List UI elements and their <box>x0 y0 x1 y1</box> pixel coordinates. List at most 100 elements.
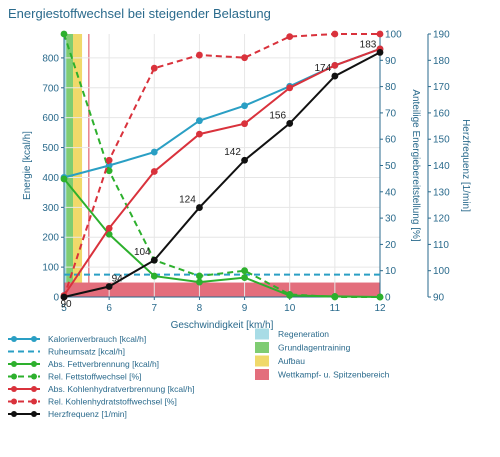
zone-0 <box>64 34 67 297</box>
hr-data-label: 142 <box>224 147 241 158</box>
y-right1-tick-label: 50 <box>385 161 397 172</box>
legend-zone-label: Grundlagentraining <box>278 343 351 353</box>
series-6-point <box>60 293 68 301</box>
series-3-point <box>286 290 294 298</box>
y-left-tick-label: 600 <box>42 113 59 124</box>
zone-3 <box>64 282 380 297</box>
zone-2 <box>73 34 83 297</box>
legend-zone-swatch <box>255 369 269 380</box>
y-left-tick-label: 400 <box>42 173 59 184</box>
legend-zone-item: Regeneration <box>255 328 329 340</box>
series-5-point <box>105 156 113 164</box>
series-line-5 <box>63 33 380 298</box>
zone-1 <box>66 34 74 297</box>
legend-zone-label: Wettkampf- u. Spitzenbereich <box>278 370 390 380</box>
legend-zone-label: Aufbau <box>278 356 305 366</box>
x-tick-label: 10 <box>284 303 296 314</box>
y-right2-tick-label: 160 <box>433 108 450 119</box>
legend-label: Abs. Fettverbrennung [kcal/h] <box>48 359 159 369</box>
y-right1-tick-label: 100 <box>385 30 402 41</box>
y-left-tick-label: 500 <box>42 143 59 154</box>
series-6-point <box>150 256 158 264</box>
y-right2-tick-label: 100 <box>433 266 450 277</box>
y-left-tick-label: 100 <box>42 263 59 274</box>
x-tick-label: 8 <box>197 303 203 314</box>
y-left-tick-label: 300 <box>42 203 59 214</box>
series-5-point <box>286 33 294 41</box>
y-right2-tick-label: 180 <box>433 56 450 67</box>
hr-data-label: 90 <box>60 299 72 310</box>
legend-marker <box>11 398 17 405</box>
series-5-point <box>150 64 158 72</box>
x-tick-label: 9 <box>242 303 248 314</box>
y-right1-axis-title: Anteilige Energiebereitstellung [%] <box>410 89 421 242</box>
x-axis-title: Geschwindigkeit [km/h] <box>171 320 274 331</box>
legend-marker <box>11 336 17 342</box>
y-left-tick-label: 200 <box>42 233 59 244</box>
legend-label: Abs. Kohlenhydratverbrennung [kcal/h] <box>48 384 194 394</box>
legend: Kalorienverbrauch [kcal/h] Ruheumsatz [kc… <box>8 328 390 419</box>
legend-zone-swatch <box>255 355 269 367</box>
y-right2-tick-label: 170 <box>433 82 450 93</box>
y-right2-tick-label: 110 <box>433 240 449 251</box>
legend-label: Ruheumsatz [kcal/h] <box>48 347 125 357</box>
series-3-point <box>376 293 384 301</box>
series-3-point <box>196 272 203 280</box>
series-5-point <box>331 30 339 38</box>
series-line-4 <box>63 47 381 297</box>
series-5-point <box>196 51 203 59</box>
x-tick-label: 6 <box>106 303 112 314</box>
legend-item: Herzfrequenz [1/min] <box>8 409 127 419</box>
series-0-point <box>241 102 248 110</box>
y-right1-tick-label: 70 <box>385 108 397 119</box>
legend-item: Rel. Kohlenhydratstoffwechsel [%] <box>8 397 177 407</box>
y-right1-tick-label: 0 <box>385 293 391 304</box>
x-tick-label: 7 <box>152 303 158 314</box>
legend-item: Kalorienverbrauch [kcal/h] <box>8 334 146 344</box>
legend-zone-item: Aufbau <box>255 355 305 367</box>
x-tick-label: 12 <box>374 303 386 314</box>
y-right1-tick-label: 20 <box>385 240 397 251</box>
x-tick-label: 5 <box>61 303 67 314</box>
legend-item: Rel. Fettstoffwechsel [%] <box>8 372 141 382</box>
series-5-point <box>376 30 384 38</box>
y-right2-tick-label: 150 <box>433 135 450 146</box>
y-right2-tick-label: 130 <box>433 187 450 198</box>
legend-item: Abs. Fettverbrennung [kcal/h] <box>8 359 159 369</box>
hr-data-label: 183 <box>360 39 377 50</box>
y-right2-axis-title: Herzfrequenz [1/min] <box>460 119 471 212</box>
legend-zone-swatch <box>255 328 269 340</box>
legend-marker <box>11 411 17 417</box>
legend-marker <box>31 398 37 405</box>
legend-marker <box>11 386 17 392</box>
legend-label: Kalorienverbrauch [kcal/h] <box>48 334 146 344</box>
y-right1-tick-label: 30 <box>385 214 397 225</box>
legend-zone-item: Grundlagentraining <box>255 342 351 353</box>
series-6-point <box>331 72 339 80</box>
series-5-point <box>241 54 248 62</box>
series-4-point <box>331 61 339 69</box>
series-line-6 <box>63 51 381 298</box>
legend-marker <box>31 361 37 367</box>
y-right2-tick-label: 190 <box>433 30 450 41</box>
hr-data-label: 124 <box>179 195 196 206</box>
y-left-tick-label: 700 <box>42 83 59 94</box>
series-6-point <box>196 204 203 211</box>
series-4-point <box>150 168 158 175</box>
legend-marker <box>11 373 17 380</box>
x-tick-label: 11 <box>330 303 341 314</box>
series-3-point <box>331 293 339 301</box>
series-6-point <box>286 120 294 127</box>
series-0-point <box>196 117 203 125</box>
hr-data-label: 174 <box>315 63 332 74</box>
series-6-point <box>105 283 113 290</box>
series-3-point <box>60 30 68 38</box>
y-right2-tick-label: 140 <box>433 161 450 172</box>
y-left-tick-label: 800 <box>42 53 59 64</box>
y-right1-tick-label: 40 <box>385 187 397 198</box>
hr-data-label: 94 <box>112 273 124 284</box>
legend-marker <box>11 361 17 367</box>
series-2-point <box>241 274 248 281</box>
